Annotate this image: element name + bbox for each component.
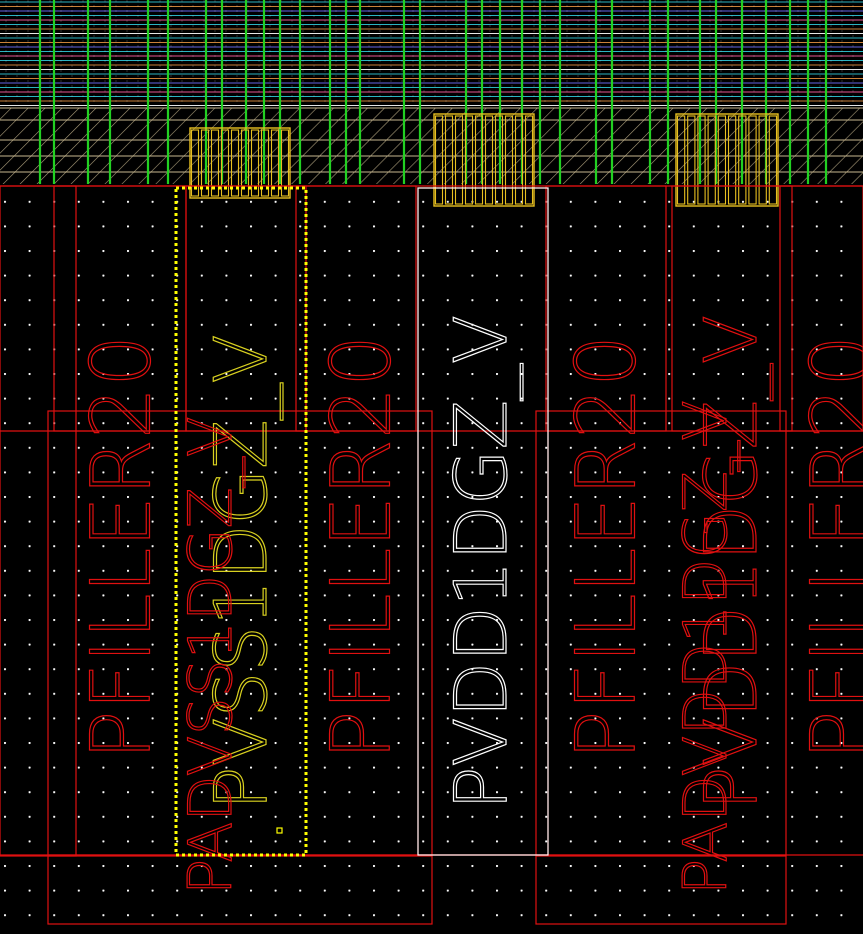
metal-bus-layer: [0, 0, 863, 106]
filler-cell-label: PFILLER20: [795, 335, 863, 760]
filler-cell-label: PFILLER20: [75, 335, 170, 760]
ghost-pad-label: PADVDD1DGZ_V: [671, 400, 741, 895]
hatch-band: [0, 108, 863, 184]
pad-cell-label: PVDD1DGZ_V: [439, 315, 523, 810]
pad-cell-label: PVDD1DGZ_V: [689, 315, 773, 810]
selection-box[interactable]: [174, 186, 308, 857]
via-array-layer: [189, 113, 779, 207]
power-straps-layer: [38, 0, 828, 184]
selection-marker: [276, 827, 283, 834]
cell-boundary-layer: [0, 185, 863, 925]
cell-labels-layer: PFILLER20 PVSS1DGZ_V PFILLER20 PVDD1DGZ_V PF…: [74, 314, 863, 895]
ghost-pad-label: PADVSS1DGZ_V: [176, 416, 246, 895]
filler-cell-label: PFILLER20: [560, 335, 655, 760]
pad-cell-label: PVSS1DGZ_V: [199, 334, 283, 810]
filler-cell-label: PFILLER20: [315, 335, 410, 760]
